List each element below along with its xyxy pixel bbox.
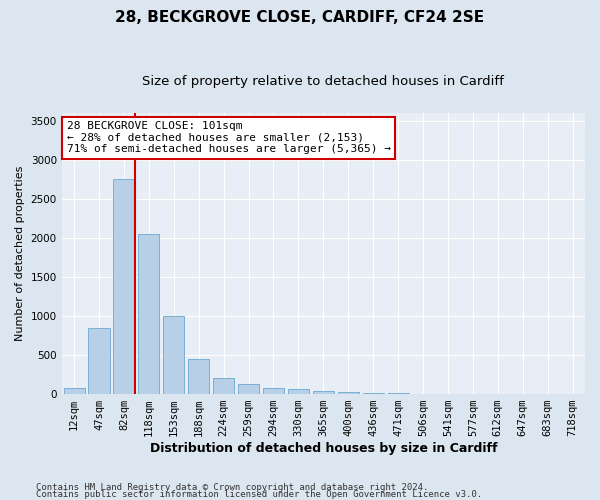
Bar — [64, 388, 85, 394]
Bar — [238, 384, 259, 394]
Bar — [288, 390, 309, 394]
Text: Contains public sector information licensed under the Open Government Licence v3: Contains public sector information licen… — [36, 490, 482, 499]
Text: 28 BECKGROVE CLOSE: 101sqm
← 28% of detached houses are smaller (2,153)
71% of s: 28 BECKGROVE CLOSE: 101sqm ← 28% of deta… — [67, 121, 391, 154]
Bar — [313, 391, 334, 394]
X-axis label: Distribution of detached houses by size in Cardiff: Distribution of detached houses by size … — [149, 442, 497, 455]
Bar — [263, 388, 284, 394]
Y-axis label: Number of detached properties: Number of detached properties — [15, 166, 25, 341]
Bar — [88, 328, 110, 394]
Bar — [188, 359, 209, 394]
Bar — [338, 392, 359, 394]
Text: 28, BECKGROVE CLOSE, CARDIFF, CF24 2SE: 28, BECKGROVE CLOSE, CARDIFF, CF24 2SE — [115, 10, 485, 25]
Bar — [163, 316, 184, 394]
Bar — [362, 392, 384, 394]
Bar — [113, 179, 134, 394]
Bar — [213, 378, 234, 394]
Bar — [138, 234, 160, 394]
Title: Size of property relative to detached houses in Cardiff: Size of property relative to detached ho… — [142, 75, 504, 88]
Text: Contains HM Land Registry data © Crown copyright and database right 2024.: Contains HM Land Registry data © Crown c… — [36, 484, 428, 492]
